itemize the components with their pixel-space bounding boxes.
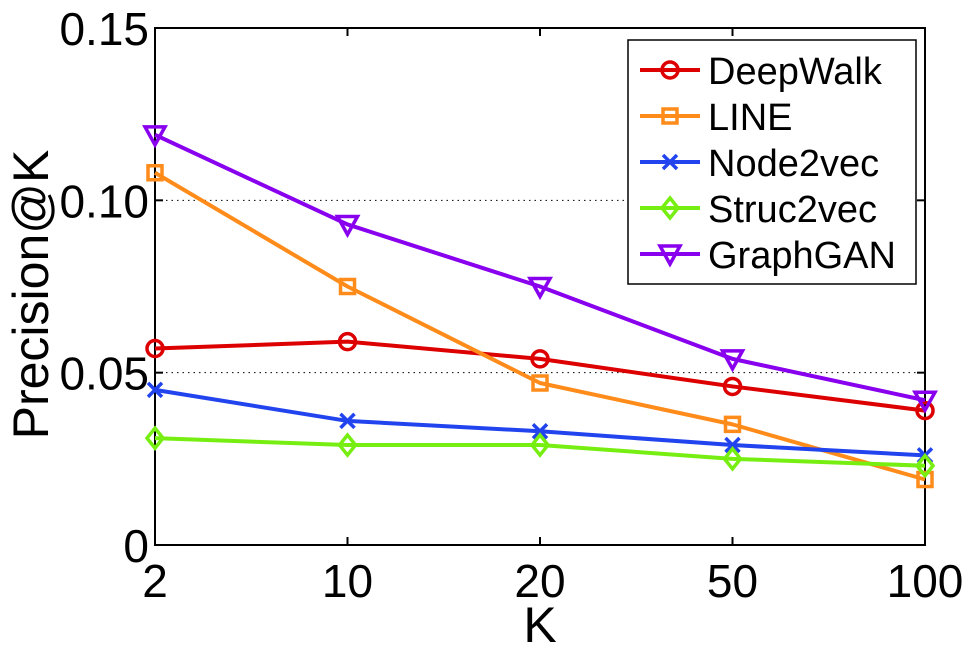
data-point-deepwalk <box>722 376 743 397</box>
legend-label: DeepWalk <box>708 51 883 93</box>
data-point-deepwalk <box>145 338 165 359</box>
y-tick-label: 0.15 <box>59 3 149 55</box>
legend-marker <box>659 195 681 221</box>
series-deepwalk <box>145 331 935 421</box>
data-point-struc2vec <box>337 432 358 458</box>
x-tick-label: 50 <box>707 555 758 607</box>
data-point-node2vec <box>531 423 549 440</box>
data-point-node2vec <box>339 412 356 430</box>
data-point-struc2vec <box>529 432 551 458</box>
data-point-graphgan <box>334 214 361 239</box>
data-point-line <box>723 415 742 434</box>
series-line-line <box>153 171 926 482</box>
axes <box>154 27 926 546</box>
x-tick-label: 20 <box>514 555 565 607</box>
legend-item-line: LINE <box>640 97 792 139</box>
legend-label: GraphGAN <box>708 235 896 277</box>
legend-item-node2vec: Node2vec <box>640 143 879 185</box>
legend-label: Struc2vec <box>708 189 877 231</box>
legend-marker <box>657 244 683 268</box>
data-point-graphgan <box>719 349 746 373</box>
data-point-struc2vec <box>144 425 166 451</box>
series-graphgan <box>142 125 938 414</box>
data-point-struc2vec <box>722 446 743 472</box>
data-point-deepwalk <box>530 349 550 369</box>
data-point-line <box>531 374 549 392</box>
data-point-line <box>338 277 357 296</box>
legend-item-graphgan: GraphGAN <box>640 235 896 277</box>
data-point-line <box>916 470 934 489</box>
y-axis-label: Precision@K <box>3 150 59 440</box>
data-point-struc2vec <box>914 452 936 479</box>
series-line-deepwalk <box>154 339 926 413</box>
legend-label: LINE <box>708 97 792 139</box>
x-tick-label: 10 <box>322 555 373 607</box>
series-line-struc2vec <box>154 436 926 468</box>
data-point-graphgan <box>527 276 553 301</box>
x-tick-label: 2 <box>142 555 168 607</box>
series-lines <box>142 125 938 489</box>
data-point-deepwalk <box>337 331 358 352</box>
y-tick-label: 0 <box>123 520 149 572</box>
legend-item-deepwalk: DeepWalk <box>640 51 883 93</box>
series-line <box>146 164 934 489</box>
data-point-graphgan <box>142 125 168 149</box>
grid-lines <box>155 199 925 374</box>
series-struc2vec <box>144 425 936 479</box>
legend-marker <box>661 107 679 125</box>
data-point-node2vec <box>146 381 164 399</box>
data-point-deepwalk <box>915 400 935 421</box>
y-tick-label: 0.10 <box>59 175 149 227</box>
data-point-graphgan <box>912 390 938 414</box>
legend-label: Node2vec <box>708 143 879 185</box>
legend-marker <box>660 60 680 80</box>
tick-labels: 0 0.05 0.10 0.15 2 10 20 50 100 <box>59 3 963 607</box>
x-axis-label: K <box>523 597 556 650</box>
data-point-node2vec <box>724 436 741 454</box>
series-line-graphgan <box>154 133 926 403</box>
x-tick-label: 100 <box>887 555 964 607</box>
legend-marker <box>661 153 679 171</box>
legend-item-struc2vec: Struc2vec <box>640 189 877 231</box>
y-tick-label: 0.05 <box>59 348 149 400</box>
data-point-line <box>146 164 164 182</box>
